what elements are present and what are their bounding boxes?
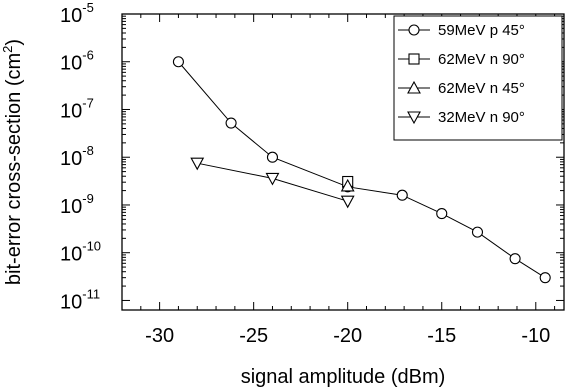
y-tick-base: 10 bbox=[60, 148, 82, 170]
x-tick-label: -25 bbox=[239, 325, 268, 347]
y-tick-exponent: -6 bbox=[82, 48, 94, 63]
y-tick-base: 10 bbox=[60, 291, 82, 313]
y-axis-title: bit-error cross-section (cm2) bbox=[0, 39, 25, 285]
y-tick-exponent: -10 bbox=[82, 239, 101, 254]
y-tick-exponent: -5 bbox=[82, 0, 94, 15]
legend-label: 32MeV n 90° bbox=[438, 109, 525, 126]
y-tick-exponent: -7 bbox=[82, 95, 94, 110]
data-point-circle bbox=[396, 189, 408, 201]
y-tick-exponent: -9 bbox=[82, 191, 94, 206]
y-tick-label: 10-10 bbox=[60, 239, 101, 266]
data-point-triangle-up bbox=[340, 178, 355, 192]
data-points bbox=[172, 56, 551, 284]
y-tick-base: 10 bbox=[60, 53, 82, 75]
y-tick-exponent: -8 bbox=[82, 143, 94, 158]
legend-marker-triangle-down bbox=[407, 111, 421, 125]
y-tick-label: 10-6 bbox=[60, 48, 94, 75]
legend-marker-square bbox=[408, 53, 420, 65]
y-tick-label: 10-7 bbox=[60, 95, 94, 122]
x-tick-label: -30 bbox=[145, 325, 174, 347]
legend: 59MeV p 45° 62MeV n 90° 62MeV n 45° 32MeV n… bbox=[393, 15, 563, 141]
y-tick-exponent: -11 bbox=[82, 286, 100, 301]
data-point-circle bbox=[539, 272, 551, 284]
legend-box bbox=[393, 15, 563, 141]
y-tick-base: 10 bbox=[60, 196, 82, 218]
x-tick-label: -20 bbox=[333, 325, 362, 347]
x-tick-label: -10 bbox=[521, 325, 550, 347]
y-tick-base: 10 bbox=[60, 100, 82, 122]
y-tick-base: 10 bbox=[60, 5, 82, 27]
y-tick-label: 10-9 bbox=[60, 191, 94, 218]
data-point-circle bbox=[225, 117, 237, 129]
legend-label: 59MeV p 45° bbox=[438, 22, 525, 39]
legend-marker-circle bbox=[408, 24, 420, 36]
x-axis-title: signal amplitude (dBm) bbox=[241, 366, 446, 388]
y-tick-label: 10-5 bbox=[60, 0, 94, 27]
data-point-circle bbox=[266, 151, 279, 163]
data-point-triangle-down bbox=[340, 195, 355, 209]
data-point-triangle-down bbox=[190, 157, 205, 171]
y-axis-title-end: ) bbox=[3, 39, 25, 46]
y-tick-label: 10-11 bbox=[60, 286, 100, 313]
data-point-circle bbox=[509, 253, 521, 265]
legend-label: 62MeV n 90° bbox=[438, 51, 525, 68]
data-point-circle bbox=[471, 226, 484, 238]
legend-label: 62MeV n 45° bbox=[438, 80, 525, 97]
y-axis-title-superscript: 2 bbox=[0, 46, 15, 53]
legend-marker-triangle-up bbox=[407, 80, 421, 94]
data-point-circle bbox=[436, 208, 448, 220]
data-point-circle bbox=[172, 56, 184, 68]
y-tick-label: 10-8 bbox=[60, 143, 94, 170]
x-tick-label: -15 bbox=[427, 325, 456, 347]
data-point-triangle-down bbox=[265, 172, 280, 186]
y-tick-base: 10 bbox=[60, 244, 82, 266]
